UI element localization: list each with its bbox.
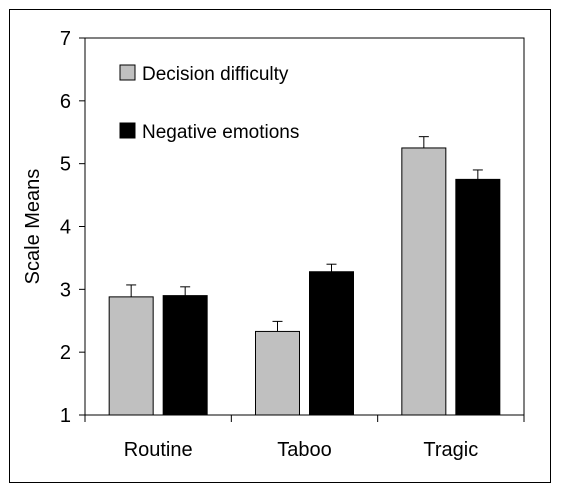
legend: Decision difficulty Negative emotions: [119, 64, 299, 143]
y-tick-label: 7: [60, 28, 71, 50]
bars: [108, 147, 501, 416]
plot-area: [84, 37, 525, 416]
legend-label: Negative emotions: [142, 122, 299, 143]
bar: [309, 271, 354, 416]
y-tick-label: 4: [60, 217, 71, 239]
category-label: Taboo: [277, 439, 332, 461]
category-label: Tragic: [423, 439, 478, 461]
legend-swatch: [119, 122, 136, 139]
bar: [455, 178, 501, 416]
y-axis: 1 2 3 4 5 6 7: [60, 28, 85, 427]
y-tick-label: 5: [60, 154, 71, 176]
y-tick-label: 3: [60, 279, 71, 301]
bar: [401, 147, 447, 416]
y-axis-title: Scale Means: [22, 169, 44, 285]
error-bars: [126, 136, 483, 332]
category-label: Routine: [124, 439, 193, 461]
bar: [255, 330, 300, 416]
plot-border: [84, 37, 525, 416]
legend-label: Decision difficulty: [142, 64, 289, 85]
bar: [162, 295, 208, 416]
y-tick-label: 2: [60, 342, 71, 364]
x-axis: Routine Taboo Tragic: [84, 415, 525, 461]
y-tick-label: 6: [60, 91, 71, 113]
bar: [108, 296, 154, 416]
y-tick-label: 1: [60, 405, 71, 427]
legend-swatch: [119, 64, 136, 81]
